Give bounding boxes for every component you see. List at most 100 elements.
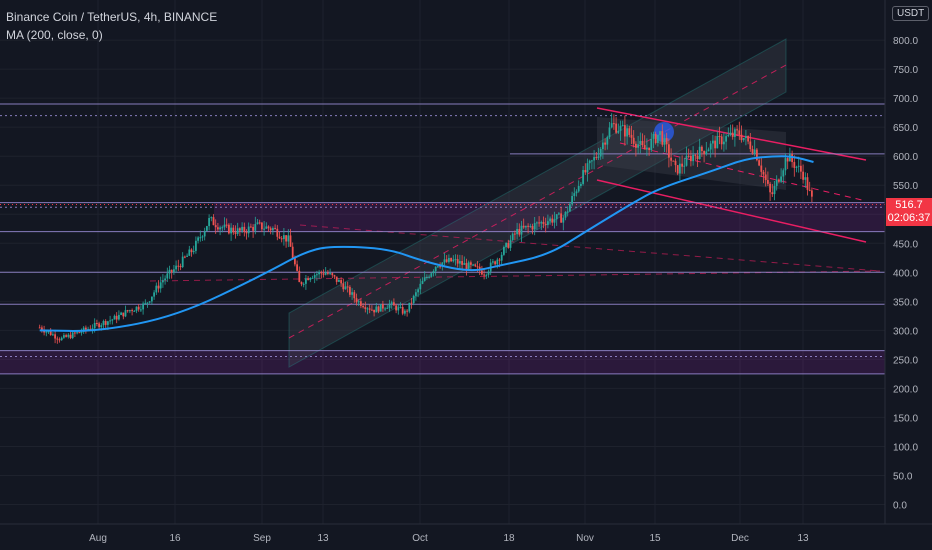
candle-body (679, 163, 681, 174)
candle-body (540, 222, 543, 224)
candle-body (632, 137, 635, 144)
candle-body (254, 224, 257, 231)
candle-body (368, 308, 371, 310)
candle-body (276, 228, 279, 237)
candle-body (716, 136, 719, 149)
candle-body (731, 132, 734, 137)
candle-body (300, 282, 303, 285)
candle-body (549, 218, 551, 222)
candle-body (582, 170, 584, 184)
candle-body (258, 222, 261, 224)
candle-body (384, 308, 386, 310)
candle-body (454, 259, 457, 261)
candle-body (630, 134, 633, 138)
candle-body (338, 280, 340, 282)
price-axis[interactable]: 800.0750.0700.0650.0600.0550.0500.0450.0… (884, 0, 932, 524)
candle-body (322, 273, 325, 275)
candle-body (646, 147, 648, 150)
desc-channel-top (596, 107, 867, 161)
candle-body (588, 160, 591, 164)
candle-body (417, 289, 419, 293)
candle-body (47, 331, 50, 333)
candle-body (604, 142, 606, 145)
candle-body (778, 179, 780, 182)
candle-body (379, 304, 382, 312)
last-price-tag: 516.7 02:06:37 (886, 198, 932, 226)
candle-body (415, 292, 417, 296)
candle-body (560, 213, 562, 223)
indicator-label[interactable]: MA (200, close, 0) (6, 28, 103, 42)
candle-body (681, 163, 683, 167)
candle-body (797, 165, 800, 167)
candle-body (71, 332, 74, 339)
candle-body (811, 190, 813, 197)
y-tick-label: 0.0 (893, 501, 907, 512)
candle-body (500, 254, 503, 261)
x-tick-label: 13 (797, 533, 809, 544)
candle-body (492, 261, 494, 263)
y-tick-label: 400.0 (893, 268, 918, 279)
candle-body (236, 228, 239, 234)
y-tick-label: 600.0 (893, 152, 918, 163)
candle-body (241, 226, 243, 231)
candle-body (775, 179, 778, 186)
candle-body (252, 227, 254, 231)
candle-body (461, 261, 463, 265)
candle-body (192, 250, 195, 253)
candle-body (758, 160, 760, 166)
candle-body (745, 136, 747, 139)
y-tick-label: 100.0 (893, 442, 918, 453)
candle-body (327, 272, 329, 274)
candle-body (463, 263, 466, 265)
candle-body (657, 134, 659, 143)
y-tick-label: 550.0 (893, 181, 918, 192)
candle-body (140, 309, 142, 311)
symbol-title[interactable]: Binance Coin / TetherUS, 4h, BINANCE (6, 10, 218, 24)
candle-body (648, 147, 650, 151)
candle-body (725, 136, 727, 142)
candle-body (404, 310, 406, 314)
candle-body (599, 149, 602, 157)
candle-body (661, 131, 664, 145)
candle-body (126, 310, 129, 312)
last-price-value: 516.7 (895, 199, 923, 211)
candle-body (474, 264, 477, 267)
candle-body (668, 144, 670, 158)
candle-body (441, 262, 444, 267)
candle-body (269, 228, 272, 231)
candle-body (481, 270, 483, 275)
candle-body (137, 306, 140, 310)
ma-200-line (39, 155, 814, 332)
candle-body (38, 327, 41, 329)
desc-channel-median (619, 142, 867, 202)
candle-body (591, 160, 593, 162)
y-tick-label: 250.0 (893, 355, 918, 366)
x-tick-label: Sep (253, 533, 271, 544)
candle-body (476, 266, 479, 268)
candle-body (45, 331, 48, 333)
candle-body (789, 154, 791, 162)
candle-body (525, 225, 527, 228)
candle-body (133, 310, 136, 312)
candle-body (562, 217, 565, 223)
candle-body (256, 222, 259, 225)
candle-body (516, 229, 518, 235)
candle-body (503, 247, 505, 255)
candle-body (617, 130, 620, 133)
candle-body (355, 298, 358, 303)
candle-body (764, 174, 767, 181)
candle-body (408, 302, 411, 312)
candle-body (151, 296, 153, 302)
candle-body (155, 285, 158, 293)
candle-body (153, 292, 155, 297)
candle-body (91, 328, 94, 330)
currency-label[interactable]: USDT (892, 6, 930, 21)
candle-body (309, 278, 312, 281)
candle-body (747, 136, 749, 142)
candle-body (307, 278, 309, 281)
candle-body (804, 177, 807, 180)
time-axis[interactable]: Aug 16 Sep 13 Oct 18 Nov 15 Dec 13 (0, 523, 932, 544)
candle-body (412, 295, 415, 304)
x-tick-label: Dec (731, 533, 749, 544)
